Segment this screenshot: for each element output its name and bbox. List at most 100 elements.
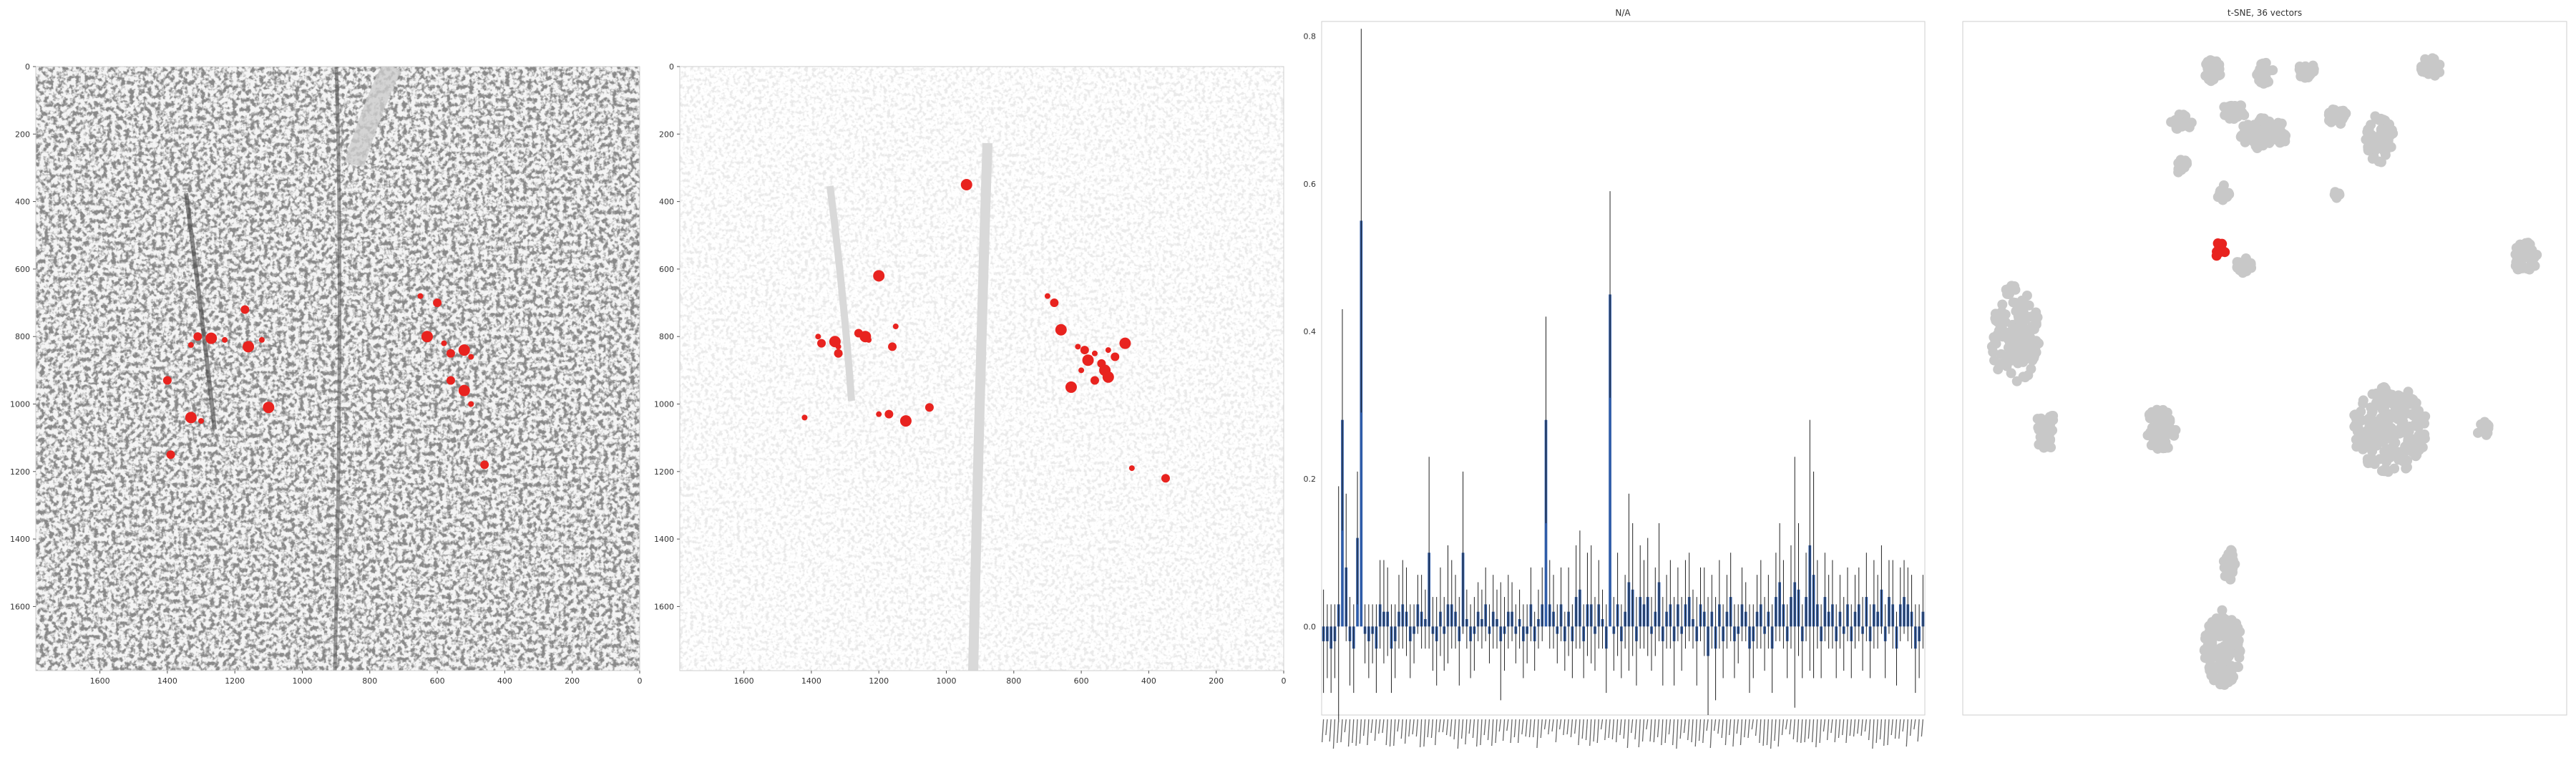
category-label-mark [1359, 719, 1362, 744]
tsne-point [2233, 662, 2244, 673]
tsne-point [2407, 447, 2418, 457]
category-label-mark [1543, 719, 1547, 730]
category-label-mark [1423, 719, 1426, 747]
highlighted-cell [187, 341, 194, 348]
tsne-point [2402, 455, 2413, 466]
highlighted-cell [458, 384, 470, 397]
category-label-mark [1570, 719, 1574, 738]
tsne-point [2237, 107, 2248, 118]
tsne-point [1986, 341, 1997, 352]
tsne-point [2371, 434, 2382, 444]
category-label-mark [1694, 719, 1697, 747]
bar-chart-y-ticks: 0.0 0.2 0.4 0.6 0.8 [1304, 32, 1317, 632]
category-label-mark [1706, 719, 1709, 731]
tsne-point [2254, 115, 2265, 126]
highlighted-cell [205, 332, 218, 344]
tsne-point [2234, 645, 2245, 656]
highlighted-cell [884, 409, 894, 419]
x-tick-label: 600 [1074, 676, 1089, 686]
category-label-mark [1921, 719, 1924, 737]
highlighted-cell [815, 334, 821, 340]
y-tick-label: 600 [15, 265, 30, 274]
tsne-point [2223, 641, 2233, 652]
category-label-mark [1540, 719, 1543, 739]
category-label-mark [1830, 719, 1833, 734]
category-label-mark [1883, 719, 1886, 747]
category-label-mark [1404, 719, 1407, 744]
category-label-mark [1329, 719, 1332, 742]
highlighted-cell [960, 179, 972, 191]
category-label-mark [1623, 719, 1626, 739]
highlighted-cell [834, 349, 843, 358]
category-label-mark [1736, 719, 1739, 734]
y-tick-label: 1200 [654, 467, 674, 477]
category-label-mark [1615, 719, 1619, 743]
highlighted-cell [446, 376, 455, 385]
tsne-point [2388, 394, 2399, 405]
x-tick-label: 400 [497, 676, 512, 686]
tsne-point [2226, 105, 2237, 116]
highlighted-cell [1082, 354, 1094, 366]
tsne-point [2339, 107, 2350, 118]
x-tick-label: 1200 [225, 676, 245, 686]
y-tick-label: 400 [659, 198, 674, 207]
category-label-mark [1864, 719, 1867, 732]
tsne-point [2150, 421, 2161, 432]
tsne-point [2376, 396, 2387, 407]
category-label-mark [1724, 719, 1728, 746]
tsne-point [2373, 136, 2384, 147]
category-label-mark [1902, 719, 1905, 732]
highlighted-cell [421, 331, 433, 343]
category-label-mark [1887, 719, 1890, 746]
tsne-point [2171, 123, 2182, 134]
x-tick-label: 800 [1006, 676, 1021, 686]
category-label-mark [1563, 719, 1566, 736]
category-label-mark [1510, 719, 1513, 744]
panel1-frame [35, 66, 640, 671]
panel-segmentation-map: 1600 1400 1200 1000 800 600 400 200 0 0 200 400 600… [654, 62, 1287, 686]
panel2-frame [679, 66, 1284, 671]
panel-tissue-image: 1600 1400 1200 1000 800 600 400 200 0 0 200 400 600… [10, 62, 643, 686]
tsne-point [2419, 418, 2430, 429]
y-tick-label: 1000 [10, 400, 30, 409]
highlighted-cell [876, 411, 882, 417]
tsne-point [2395, 415, 2406, 426]
category-label-mark [1679, 719, 1682, 739]
tsne-point [2234, 652, 2245, 663]
tsne-point [2366, 402, 2376, 413]
category-label-mark [1845, 719, 1848, 744]
tsne-point [2414, 442, 2425, 453]
category-label-mark [1811, 719, 1815, 743]
tsne-point [2009, 343, 2019, 354]
category-label-mark [1337, 719, 1340, 744]
tsne-point [2207, 648, 2218, 658]
x-tick-label: 1600 [734, 676, 754, 686]
tsne-point [2233, 635, 2244, 646]
tsne-point [2158, 417, 2169, 428]
highlighted-cell [1080, 346, 1089, 355]
category-label-mark [1483, 719, 1486, 736]
category-label-mark [1729, 719, 1732, 736]
tsne-point [2034, 424, 2044, 435]
highlighted-cell [801, 414, 808, 421]
highlighted-cell [1111, 352, 1120, 361]
category-label-mark [1849, 719, 1852, 736]
tsne-point [2180, 117, 2190, 128]
tsne-point [2381, 140, 2392, 150]
tsne-point [2362, 437, 2373, 448]
category-label-mark [1777, 719, 1780, 747]
tsne-point [2148, 434, 2159, 444]
y-tick-label: 1600 [10, 602, 30, 611]
category-label-mark [1762, 719, 1765, 747]
category-label-mark [1419, 719, 1423, 748]
highlighted-cell [899, 415, 912, 427]
category-label-mark [1476, 719, 1479, 747]
highlighted-cell [1075, 344, 1081, 350]
highlighted-cell [1091, 350, 1098, 356]
category-label-mark [1389, 719, 1392, 747]
tsne-point [2165, 428, 2175, 439]
category-label-mark [1744, 719, 1747, 738]
tsne-point [2008, 297, 2019, 308]
highlighted-cell [258, 336, 265, 343]
